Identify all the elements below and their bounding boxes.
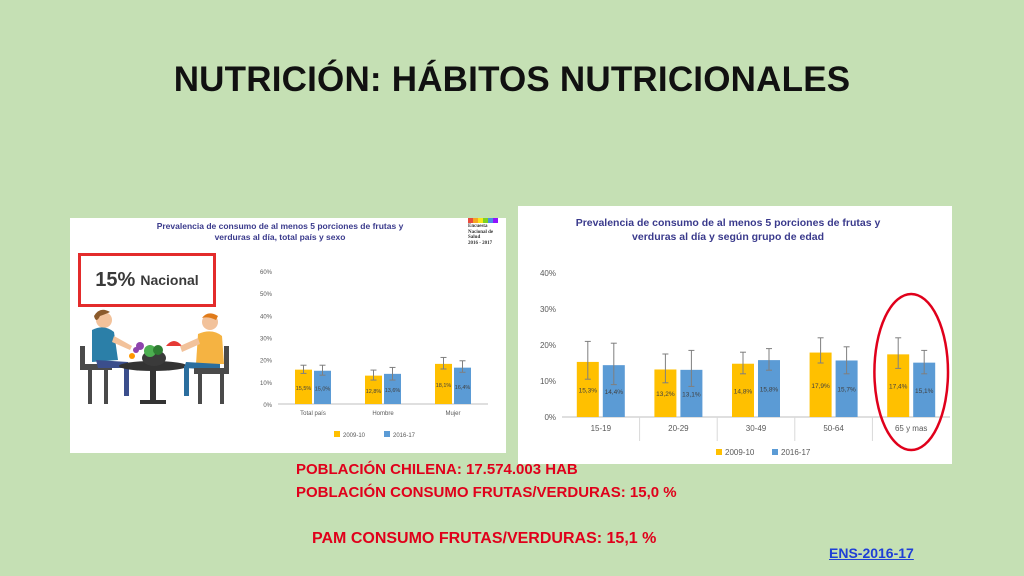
bar-2016-17-Hombre xyxy=(384,373,401,404)
highlight-ellipse-65 y mas xyxy=(873,292,950,452)
x-tick-label: 65 y mas xyxy=(895,424,927,433)
data-label: 18,1% xyxy=(436,383,452,389)
data-label: 13,2% xyxy=(656,391,675,398)
x-tick-label: 30-49 xyxy=(746,424,767,433)
data-label: 15,3% xyxy=(579,387,598,394)
nacional-highlight-box: 15% Nacional xyxy=(78,253,216,307)
bar-2009-10-20-29 xyxy=(654,369,677,417)
logo-stripes xyxy=(468,218,498,223)
chart-title-right: Prevalencia de consumo de al menos 5 por… xyxy=(575,217,881,243)
x-tick-label: 15-19 xyxy=(591,424,612,433)
bar-2009-10-65 y mas xyxy=(887,354,910,417)
legend-label: 2009-10 xyxy=(343,433,366,439)
chart-panel-right: Prevalencia de consumo de al menos 5 por… xyxy=(518,206,952,464)
info-consumption: POBLACIÓN CONSUMO FRUTAS/VERDURAS: 15,0 … xyxy=(296,484,677,501)
y-tick-label: 10% xyxy=(260,381,273,387)
data-label: 17,4% xyxy=(889,384,908,391)
data-label: 13,1% xyxy=(682,391,701,398)
bar-2009-10-Hombre xyxy=(365,375,382,404)
logo-text: Encuesta Nacional de Salud 2016 - 2017 xyxy=(468,224,494,246)
bar-2009-10-15-19 xyxy=(576,361,599,417)
bar-2016-17-Total país xyxy=(314,370,331,404)
bar-2016-17-30-49 xyxy=(758,360,780,417)
bar-2016-17-65 y mas xyxy=(913,362,936,417)
nacional-pct: 15% xyxy=(95,268,136,291)
legend-label: 2016-17 xyxy=(393,433,416,439)
chart-title-left: Prevalencia de consumo de al menos 5 por… xyxy=(156,221,404,242)
y-tick-label: 60% xyxy=(260,270,273,276)
x-tick-label: Total país xyxy=(300,411,326,417)
y-tick-label: 20% xyxy=(260,359,273,365)
bar-2009-10-30-49 xyxy=(732,363,754,417)
bar-2009-10-50-64 xyxy=(809,352,832,417)
x-tick-label: 50-64 xyxy=(823,424,844,433)
data-label: 14,4% xyxy=(605,389,624,396)
people-eating-illustration xyxy=(80,309,229,404)
nacional-label: Nacional xyxy=(140,272,199,288)
y-tick-label: 0% xyxy=(263,403,272,409)
bar-2009-10-Mujer xyxy=(435,363,452,404)
data-label: 12,8% xyxy=(366,389,382,395)
y-tick-label: 10% xyxy=(540,377,556,386)
x-tick-label: Mujer xyxy=(445,411,460,417)
data-label: 14,8% xyxy=(734,388,753,395)
y-tick-label: 20% xyxy=(540,341,556,350)
x-tick-label: Hombre xyxy=(372,411,394,417)
legend-swatch xyxy=(716,449,722,455)
bar-2016-17-20-29 xyxy=(680,369,703,417)
data-label: 15,5% xyxy=(296,386,312,392)
info-pam-consumption: PAM CONSUMO FRUTAS/VERDURAS: 15,1 % xyxy=(312,530,657,547)
data-label: 15,7% xyxy=(837,387,856,394)
data-label: 17,9% xyxy=(811,383,830,390)
y-tick-label: 30% xyxy=(540,305,556,314)
legend-swatch xyxy=(384,431,390,437)
bar-2016-17-Mujer xyxy=(454,367,471,404)
data-label: 13,6% xyxy=(385,388,401,394)
info-population: POBLACIÓN CHILENA: 17.574.003 HAB xyxy=(296,461,578,478)
y-tick-label: 30% xyxy=(260,337,273,343)
legend-label: 2009-10 xyxy=(725,448,755,457)
data-label: 16,4% xyxy=(455,385,471,391)
data-label: 15,1% xyxy=(915,388,934,395)
bar-2016-17-50-64 xyxy=(835,360,858,417)
legend-label: 2016-17 xyxy=(781,448,811,457)
x-tick-label: 20-29 xyxy=(668,424,689,433)
y-tick-label: 50% xyxy=(260,292,273,298)
bar-2009-10-Total país xyxy=(295,369,312,404)
legend-swatch xyxy=(772,449,778,455)
legend-swatch xyxy=(334,431,340,437)
data-label: 15,8% xyxy=(760,387,779,394)
ens-logo: Encuesta Nacional de Salud 2016 - 2017 xyxy=(468,218,504,248)
y-tick-label: 0% xyxy=(544,413,556,422)
bar-2016-17-15-19 xyxy=(602,365,625,417)
ens-link[interactable]: ENS-2016-17 xyxy=(829,545,914,561)
slide-title: NUTRICIÓN: HÁBITOS NUTRICIONALES xyxy=(173,60,851,99)
chart-right: 0% 10% 20% 30% 40% 15,3% 14,4% 15-19 13,2% 13,1% 2… xyxy=(540,269,950,457)
y-tick-label: 40% xyxy=(540,269,556,278)
chart-panel-left: Prevalencia de consumo de al menos 5 por… xyxy=(70,218,506,453)
data-label: 15,0% xyxy=(315,386,331,392)
chart-left: 0% 10% 20% 30% 40% 50% 60% 15,5% 15,0% Total país… xyxy=(260,270,488,439)
y-tick-label: 40% xyxy=(260,314,273,320)
